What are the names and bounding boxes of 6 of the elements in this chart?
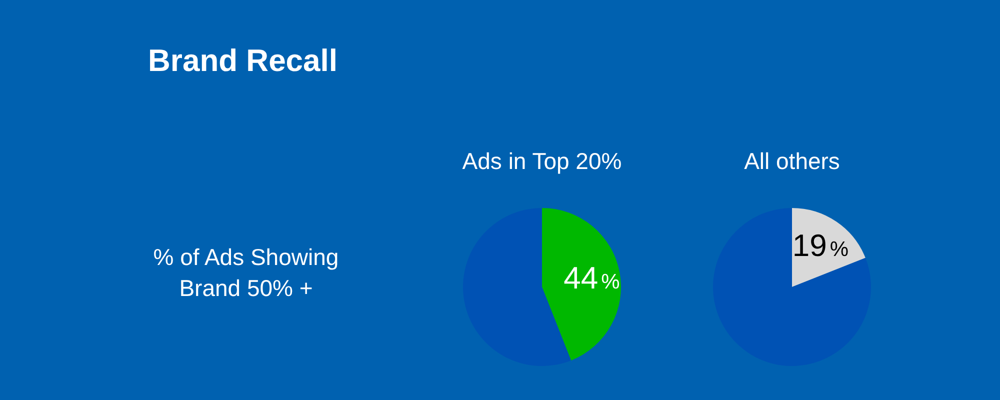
data-label: 19% — [792, 228, 849, 264]
data-label: 44% — [564, 260, 620, 296]
text: % of Ads Showing Brand 50% + — [152, 243, 340, 303]
text: Brand Recall — [148, 43, 338, 79]
chart-title: Ads in Top 20% — [461, 148, 623, 175]
chart-title: All others — [743, 148, 841, 175]
